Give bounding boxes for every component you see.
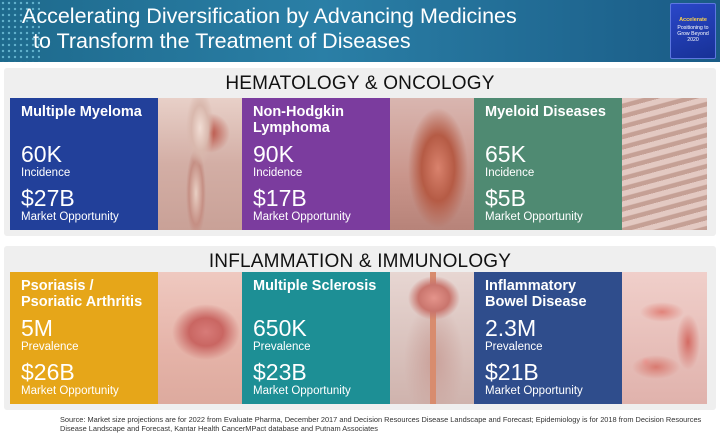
badge-title: Accelerate <box>679 17 707 23</box>
skin-image <box>158 272 243 404</box>
market-value: $5B <box>485 185 526 211</box>
prevalence-value: 650K <box>253 315 307 341</box>
bone-image <box>158 98 243 230</box>
prevalence-label: Prevalence <box>253 341 311 353</box>
market-label: Market Opportunity <box>253 211 351 223</box>
market-value: $27B <box>21 185 75 211</box>
badge-subtitle: Positioning to Grow Beyond 2020 <box>677 25 709 43</box>
market-value: $23B <box>253 359 307 385</box>
market-value: $21B <box>485 359 539 385</box>
prevalence-value: 5M <box>21 315 53 341</box>
disease-name: Myeloid Diseases <box>485 104 606 120</box>
incidence-label: Incidence <box>253 167 303 179</box>
disease-card-non-hodgkin-lymphoma: Non-Hodgkin Lymphoma 90K Incidence $17B … <box>242 98 475 230</box>
market-value: $26B <box>21 359 75 385</box>
slide-title: Accelerating Diversification by Advancin… <box>22 4 662 54</box>
disease-name: Inflammatory Bowel Disease <box>485 278 587 310</box>
prevalence-label: Prevalence <box>485 341 543 353</box>
section-title: INFLAMMATION & IMMUNOLOGY <box>208 251 512 272</box>
disease-card-psoriasis: Psoriasis / Psoriatic Arthritis 5M Preva… <box>10 272 243 404</box>
dot-pattern-decoration <box>0 0 40 62</box>
disease-card-multiple-sclerosis: Multiple Sclerosis 650K Prevalence $23B … <box>242 272 475 404</box>
lymph-image <box>390 98 475 230</box>
card-info: Non-Hodgkin Lymphoma 90K Incidence $17B … <box>242 98 390 230</box>
market-value: $17B <box>253 185 307 211</box>
inflammation-immunology-panel: INFLAMMATION & IMMUNOLOGY Psoriasis / Ps… <box>4 246 716 410</box>
card-info: Inflammatory Bowel Disease 2.3M Prevalen… <box>474 272 622 404</box>
market-label: Market Opportunity <box>21 385 119 397</box>
market-label: Market Opportunity <box>21 211 119 223</box>
card-info: Psoriasis / Psoriatic Arthritis 5M Preva… <box>10 272 158 404</box>
slide-title-line1: Accelerating Diversification by Advancin… <box>22 4 517 28</box>
incidence-value: 65K <box>485 141 526 167</box>
hematology-oncology-panel: HEMATOLOGY & ONCOLOGY Multiple Myeloma 6… <box>4 68 716 236</box>
card-info: Multiple Myeloma 60K Incidence $27B Mark… <box>10 98 158 230</box>
slide-header: Accelerating Diversification by Advancin… <box>0 0 720 62</box>
incidence-label: Incidence <box>21 167 71 179</box>
disease-name: Multiple Myeloma <box>21 104 142 120</box>
disease-name: Multiple Sclerosis <box>253 278 377 294</box>
source-footnote: Source: Market size projections are for … <box>60 415 702 433</box>
disease-name: Non-Hodgkin Lymphoma <box>253 104 345 136</box>
ribcage-image <box>622 98 707 230</box>
section-title: HEMATOLOGY & ONCOLOGY <box>225 73 495 94</box>
card-info: Multiple Sclerosis 650K Prevalence $23B … <box>242 272 390 404</box>
incidence-label: Incidence <box>485 167 535 179</box>
incidence-value: 90K <box>253 141 294 167</box>
accelerate-badge: Accelerate Positioning to Grow Beyond 20… <box>670 3 716 59</box>
brain-spine-image <box>390 272 475 404</box>
market-label: Market Opportunity <box>485 385 583 397</box>
disease-card-multiple-myeloma: Multiple Myeloma 60K Incidence $27B Mark… <box>10 98 243 230</box>
prevalence-value: 2.3M <box>485 315 537 341</box>
disease-card-inflammatory-bowel-disease: Inflammatory Bowel Disease 2.3M Prevalen… <box>474 272 707 404</box>
incidence-value: 60K <box>21 141 62 167</box>
card-info: Myeloid Diseases 65K Incidence $5B Marke… <box>474 98 622 230</box>
intestine-image <box>622 272 707 404</box>
disease-card-myeloid-diseases: Myeloid Diseases 65K Incidence $5B Marke… <box>474 98 707 230</box>
disease-name: Psoriasis / Psoriatic Arthritis <box>21 278 143 310</box>
prevalence-label: Prevalence <box>21 341 79 353</box>
slide-title-line2: to Transform the Treatment of Diseases <box>33 29 411 53</box>
market-label: Market Opportunity <box>485 211 583 223</box>
market-label: Market Opportunity <box>253 385 351 397</box>
